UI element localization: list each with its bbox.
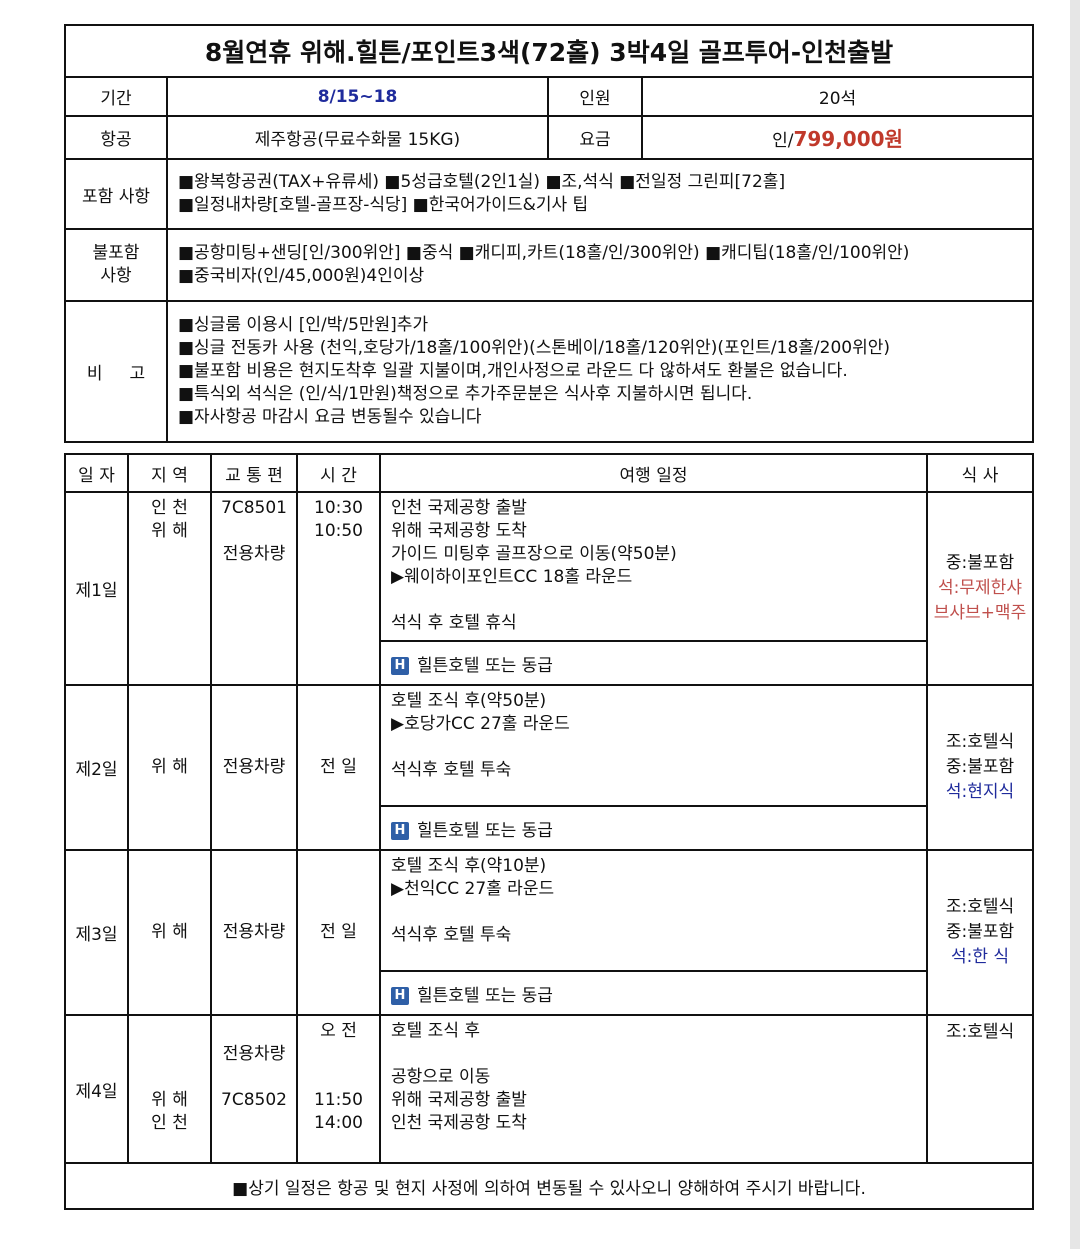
hotel-name: 힐튼호텔 또는 동급 xyxy=(417,820,553,841)
price-prefix: 인/ xyxy=(772,131,794,151)
included-item: ■왕복항공권(TAX+유류세) ■5성급호텔(2인1실) ■조,석식 ■전일정 … xyxy=(178,172,786,192)
hotel-icon: H xyxy=(391,821,409,840)
hotel-icon: H xyxy=(391,986,409,1005)
airline-value: 제주항공(무료수화물 15KG) xyxy=(166,115,549,160)
header-itinerary: 여행 일정 xyxy=(379,453,928,493)
included-list: ■왕복항공권(TAX+유류세) ■5성급호텔(2인1실) ■조,석식 ■전일정 … xyxy=(165,158,1035,230)
itinerary: 호텔 조식 후(약50분) ▶호당가CC 27홀 라운드 석식후 호텔 투숙 xyxy=(379,684,928,807)
transport: 전용차량 xyxy=(210,684,298,851)
note-item: ■싱글 전동카 사용 (천익,호당가/18홀/100위안)(스톤베이/18홀/1… xyxy=(178,338,890,358)
excluded-item: ■공항미팅+샌딩[인/300위안] ■중식 ■캐디피,카트(18홀/인/300위… xyxy=(178,243,910,263)
meals: 조:호텔식 xyxy=(926,1014,1034,1164)
itinerary: 인천 국제공항 출발 위해 국제공항 도착 가이드 미팅후 골프장으로 이동(약… xyxy=(379,491,928,642)
header-meals: 식 사 xyxy=(926,453,1034,493)
meal-item: 조:호텔식 xyxy=(945,897,1015,917)
transport: 7C8501 전용차량 xyxy=(210,491,298,686)
hotel-cell: H 힐튼호텔 또는 동급 xyxy=(379,640,928,686)
note-item: ■싱글룸 이용시 [인/박/5만원]추가 xyxy=(178,315,429,335)
page-title: 8월연휴 위해.힐튼/포인트3색(72홀) 3박4일 골프투어-인천출발 xyxy=(63,24,1035,78)
scrollbar-track[interactable] xyxy=(1070,0,1080,1249)
period-label: 기간 xyxy=(64,76,168,117)
people-label: 인원 xyxy=(547,76,643,117)
price-value: 인/799,000원 xyxy=(640,115,1035,160)
price-label: 요금 xyxy=(547,115,643,160)
meal-item: 조:호텔식 xyxy=(945,732,1015,752)
header-transport: 교 통 편 xyxy=(210,453,298,493)
region: 위 해 xyxy=(127,849,212,1016)
people-value: 20석 xyxy=(640,76,1035,117)
transport: 전용차량 7C8502 xyxy=(210,1014,298,1164)
day-label: 제3일 xyxy=(64,849,129,1016)
meal-item: 석:한 식 xyxy=(950,947,1010,967)
day-row: 제4일 위 해 인 천 전용차량 7C8502 오 전 11:50 14:00 … xyxy=(64,1014,1034,1164)
hotel-icon: H xyxy=(391,656,409,675)
excluded-label: 불포함 사항 xyxy=(64,228,168,302)
header-region: 지 역 xyxy=(127,453,212,493)
excluded-list: ■공항미팅+샌딩[인/300위안] ■중식 ■캐디피,카트(18홀/인/300위… xyxy=(165,228,1035,302)
meal-item: 중:불포함 xyxy=(945,553,1015,573)
transport: 전용차량 xyxy=(210,849,298,1016)
meal-item: 조:호텔식 xyxy=(945,1022,1015,1042)
price-amount: 799,000원 xyxy=(793,127,903,151)
note-item: ■특식외 석식은 (인/식/1만원)책정으로 추가주문분은 식사후 지불하시면 … xyxy=(178,384,753,404)
itinerary: 호텔 조식 후 공항으로 이동 위해 국제공항 출발 인천 국제공항 도착 xyxy=(379,1014,928,1164)
hotel-cell: H 힐튼호텔 또는 동급 xyxy=(379,970,928,1016)
meal-item: 석:현지식 xyxy=(945,782,1015,802)
meal-item: 중:불포함 xyxy=(945,757,1015,777)
meal-item: 중:불포함 xyxy=(945,922,1015,942)
notes-label: 비 고 xyxy=(64,300,168,443)
time: 10:30 10:50 xyxy=(296,491,381,686)
meal-item: 석:무제한샤 xyxy=(938,578,1022,598)
airline-label: 항공 xyxy=(64,115,168,160)
region: 인 천 위 해 xyxy=(127,491,212,686)
hotel-name: 힐튼호텔 또는 동급 xyxy=(417,985,553,1006)
region: 위 해 인 천 xyxy=(127,1014,212,1164)
excluded-item: ■중국비자(인/45,000원)4인이상 xyxy=(178,266,425,286)
meal-item: 브샤브+맥주 xyxy=(933,603,1027,623)
header-day: 일 자 xyxy=(64,453,129,493)
hotel-name: 힐튼호텔 또는 동급 xyxy=(417,655,553,676)
note-item: ■불포함 비용은 현지도착후 일괄 지불이며,개인사정으로 라운드 다 않하셔도… xyxy=(178,361,848,381)
day-label: 제1일 xyxy=(64,491,129,686)
day-row: 제1일 인 천 위 해 7C8501 전용차량 10:30 10:50 인천 국… xyxy=(64,491,1034,686)
time: 오 전 11:50 14:00 xyxy=(296,1014,381,1164)
period-value: 8/15~18 xyxy=(166,76,549,117)
time: 전 일 xyxy=(296,849,381,1016)
day-row: 제2일 위 해 전용차량 전 일 호텔 조식 후(약50분) ▶호당가CC 27… xyxy=(64,684,1034,851)
schedule-table: 일 자 지 역 교 통 편 시 간 여행 일정 식 사 제1일 인 천 위 해 … xyxy=(64,453,1034,1210)
included-label: 포함 사항 xyxy=(64,158,168,230)
region: 위 해 xyxy=(127,684,212,851)
header-time: 시 간 xyxy=(296,453,381,493)
time: 전 일 xyxy=(296,684,381,851)
note-item: ■자사항공 마감시 요금 변동될수 있습니다 xyxy=(178,407,482,427)
day-row: 제3일 위 해 전용차량 전 일 호텔 조식 후(약10분) ▶천익CC 27홀… xyxy=(64,849,1034,1016)
notes-list: ■싱글룸 이용시 [인/박/5만원]추가 ■싱글 전동카 사용 (천익,호당가/… xyxy=(165,300,1035,443)
included-item: ■일정내차량[호텔-골프장-식당] ■한국어가이드&기사 팁 xyxy=(178,195,589,215)
itinerary: 호텔 조식 후(약10분) ▶천익CC 27홀 라운드 석식후 호텔 투숙 xyxy=(379,849,928,972)
day-label: 제4일 xyxy=(64,1014,129,1164)
footer-notice: ■상기 일정은 항공 및 현지 사정에 의하여 변동될 수 있사오니 양해하여 … xyxy=(64,1162,1034,1210)
hotel-cell: H 힐튼호텔 또는 동급 xyxy=(379,805,928,851)
day-label: 제2일 xyxy=(64,684,129,851)
tour-info-table: 8월연휴 위해.힐튼/포인트3색(72홀) 3박4일 골프투어-인천출발 기간 … xyxy=(63,24,1035,443)
